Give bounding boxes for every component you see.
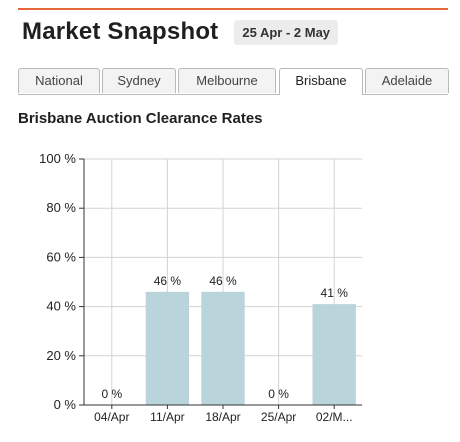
bar [312, 304, 356, 405]
tab-national[interactable]: National [18, 68, 100, 93]
y-tick-label: 60 % [46, 249, 76, 264]
bar [145, 291, 190, 405]
y-tick-label: 100 % [39, 151, 76, 166]
data-label: 41 % [321, 286, 349, 300]
page-title: Market Snapshot [22, 18, 219, 45]
x-tick-label: 25/Apr [261, 410, 296, 424]
bar [201, 291, 245, 405]
x-tick-label: 11/Apr [150, 410, 184, 424]
tab-brisbane[interactable]: Brisbane [279, 68, 363, 95]
data-label: 46 % [209, 274, 237, 288]
tab-adelaide[interactable]: Adelaide [365, 68, 449, 93]
page-header: Market Snapshot 25 Apr - 2 May [22, 18, 339, 46]
y-tick-label: 80 % [46, 200, 76, 215]
x-tick-label: 04/Apr [94, 410, 129, 424]
data-label: 0 % [101, 387, 122, 401]
clearance-rate-bar-chart: 0 % 20 % 40 % 60 % 80 % 100 % 0 % 04/Apr 46 % 11/… [39, 151, 362, 424]
chart-title: Brisbane Auction Clearance Rates [18, 110, 263, 127]
data-label: 46 % [154, 274, 182, 288]
y-tick-label: 40 % [46, 299, 76, 314]
city-tabs: National Sydney Melbourne Brisbane Adela… [18, 68, 449, 95]
y-tick-label: 20 % [46, 348, 76, 363]
date-range-badge: 25 Apr - 2 May [234, 19, 339, 45]
tab-melbourne[interactable]: Melbourne [178, 68, 276, 93]
y-tick-label: 0 % [54, 397, 77, 412]
tab-sydney[interactable]: Sydney [102, 68, 176, 93]
x-tick-label: 02/M... [316, 410, 353, 424]
top-accent-rule [18, 8, 448, 10]
x-tick-label: 18/Apr [205, 410, 240, 424]
data-label: 0 % [268, 387, 289, 401]
